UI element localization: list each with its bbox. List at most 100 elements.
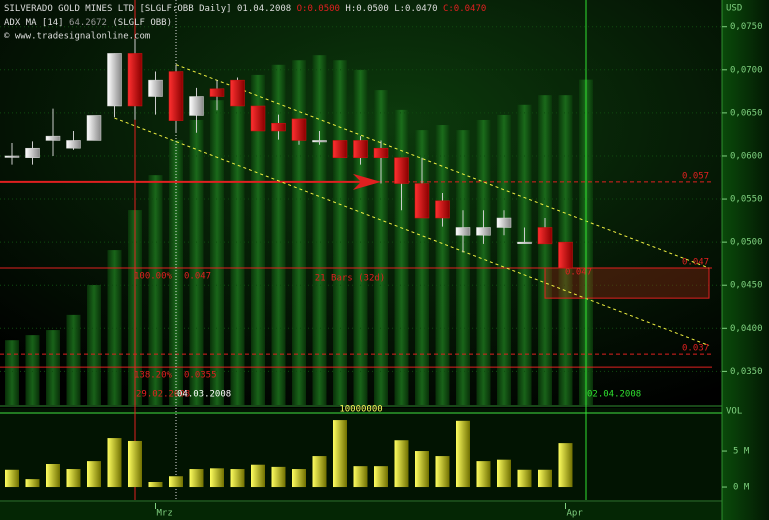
volume-bar bbox=[148, 482, 163, 488]
adx-bar bbox=[292, 60, 306, 406]
volume-bar bbox=[46, 464, 60, 488]
marker-label: 04.03.2008 bbox=[177, 390, 231, 400]
close: C:0.0470 bbox=[443, 4, 486, 14]
candle-down bbox=[353, 140, 368, 158]
adx-bar bbox=[312, 55, 327, 406]
candle-down bbox=[435, 200, 450, 219]
adx-bar bbox=[251, 74, 265, 406]
candle-up bbox=[25, 147, 40, 158]
candle-up bbox=[107, 53, 122, 107]
volume-bar bbox=[292, 469, 306, 488]
candle-up bbox=[312, 140, 327, 143]
candle-up bbox=[189, 96, 204, 116]
volume-bar bbox=[271, 466, 286, 488]
fib-price: 0.0355 bbox=[184, 371, 217, 381]
volume-bar bbox=[312, 456, 327, 488]
adx-bar bbox=[517, 104, 532, 405]
candle-up bbox=[86, 115, 102, 141]
adx-bar bbox=[148, 175, 163, 405]
y-tick-label: 0,0400 bbox=[730, 324, 763, 334]
adx-bar bbox=[394, 109, 409, 405]
low: L:0.0470 bbox=[394, 4, 437, 14]
candle-up bbox=[148, 79, 163, 97]
indicator-value: 64.2672 bbox=[69, 18, 107, 28]
volume-bar bbox=[230, 469, 245, 488]
y-tick-label: 0,0450 bbox=[730, 281, 763, 291]
volume-bar bbox=[66, 469, 81, 488]
volume-bar bbox=[497, 459, 511, 488]
indicator-symbol: (SLGLF OBB) bbox=[112, 18, 172, 28]
arrow-head bbox=[353, 173, 381, 190]
currency: USD bbox=[726, 4, 742, 14]
date: 01.04.2008 bbox=[237, 4, 291, 14]
volume-scale-label: 10000000 bbox=[339, 405, 382, 415]
adx-bar bbox=[189, 119, 204, 405]
y-tick-label: 0 M bbox=[733, 483, 750, 493]
volume-bar bbox=[25, 479, 40, 488]
candle-down bbox=[168, 71, 184, 121]
candle-down bbox=[394, 157, 409, 184]
y-tick-label: 0,0350 bbox=[730, 367, 763, 377]
adx-bar bbox=[353, 69, 368, 406]
open: O:0.0500 bbox=[297, 4, 340, 14]
candle-down bbox=[291, 118, 307, 141]
x-tick-label: Mrz bbox=[157, 509, 173, 519]
volume-bar bbox=[251, 464, 265, 488]
volume-bar bbox=[169, 476, 183, 488]
volume-bar bbox=[517, 469, 532, 488]
candle-up bbox=[517, 241, 532, 244]
fib-price: 0.047 bbox=[184, 271, 211, 281]
volume-bar bbox=[128, 440, 142, 488]
volume-bar bbox=[394, 440, 409, 488]
volume-bar bbox=[87, 461, 101, 488]
adx-bar bbox=[374, 90, 388, 406]
axis-area bbox=[722, 0, 769, 520]
candle-down bbox=[230, 79, 245, 107]
copyright: © www.tradesignalonline.com bbox=[4, 32, 150, 42]
high: H:0.0500 bbox=[345, 4, 388, 14]
interval: Daily] bbox=[199, 4, 232, 14]
volume-bar bbox=[353, 466, 368, 488]
volume-bar bbox=[210, 468, 224, 488]
volume-bar bbox=[333, 420, 347, 488]
candle-down bbox=[537, 227, 553, 245]
candle-down bbox=[271, 122, 286, 132]
volume-bar bbox=[456, 420, 470, 488]
volume-bar bbox=[189, 469, 204, 488]
adx-bar bbox=[25, 335, 40, 405]
fib-ratio: 138.20% bbox=[134, 371, 173, 381]
candle-up bbox=[66, 140, 81, 149]
candle-down bbox=[373, 147, 389, 158]
adx-bar bbox=[333, 60, 347, 406]
candle-down bbox=[209, 88, 225, 97]
adx-bar bbox=[66, 314, 81, 405]
candle-up bbox=[45, 135, 61, 141]
y-tick-label: 0,0600 bbox=[730, 151, 763, 161]
marker-label: 02.04.2008 bbox=[587, 390, 641, 400]
adx-bar bbox=[476, 119, 491, 405]
y-tick-label: 5 M bbox=[733, 447, 750, 457]
y-tick-label: 0,0550 bbox=[730, 195, 763, 205]
adx-bar bbox=[87, 285, 101, 405]
time-axis bbox=[0, 502, 722, 520]
candle-down bbox=[414, 183, 430, 219]
volume-bar bbox=[558, 443, 573, 488]
adx-bar bbox=[435, 125, 450, 405]
target-box bbox=[544, 267, 710, 299]
adx-bar bbox=[210, 100, 224, 406]
volume-bar bbox=[538, 469, 552, 488]
candle-up bbox=[455, 227, 471, 236]
y-tick-label: 0,0650 bbox=[730, 108, 763, 118]
bars-note: 21 Bars (32d) bbox=[315, 273, 385, 283]
candle-down bbox=[127, 53, 143, 107]
candle-down bbox=[250, 105, 266, 132]
candle-down bbox=[558, 241, 573, 269]
title: SILVERADO GOLD MINES LTD [SLGLF:OBB bbox=[4, 4, 194, 14]
adx-bar bbox=[497, 114, 511, 405]
volume-bar bbox=[435, 456, 450, 488]
volume-bar bbox=[5, 469, 19, 488]
y-tick-label: 0,0750 bbox=[730, 22, 763, 32]
